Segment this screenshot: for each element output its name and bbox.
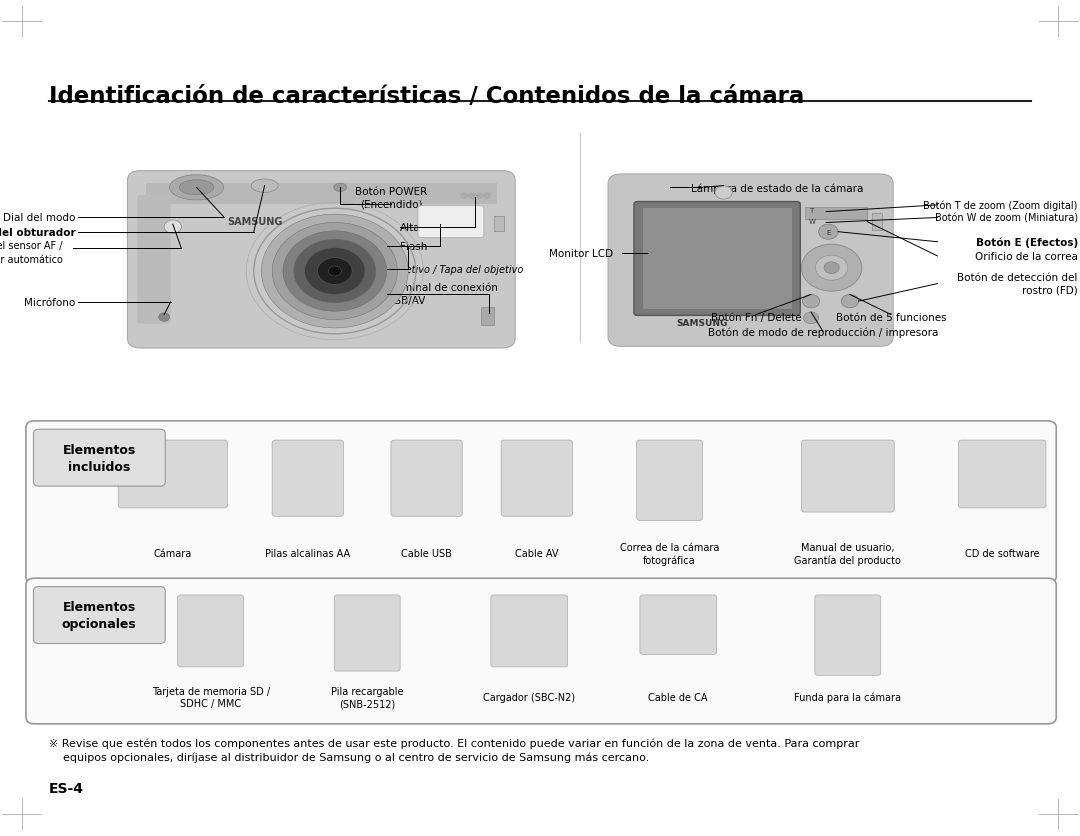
Text: Manual de usuario,
Garantía del producto: Manual de usuario, Garantía del producto xyxy=(795,542,901,565)
Text: Pilas alcalinas AA: Pilas alcalinas AA xyxy=(266,548,350,558)
Text: Orificio de la correa: Orificio de la correa xyxy=(975,252,1078,262)
Text: Botón de detección del
rostro (FD): Botón de detección del rostro (FD) xyxy=(958,273,1078,295)
Text: Micrófono: Micrófono xyxy=(25,298,76,308)
FancyBboxPatch shape xyxy=(33,430,165,487)
FancyBboxPatch shape xyxy=(26,579,1056,724)
Text: Lámpara de estado de la cámara: Lámpara de estado de la cámara xyxy=(691,183,864,193)
Text: Botón de 5 funciones: Botón de 5 funciones xyxy=(836,313,946,323)
Circle shape xyxy=(283,232,387,312)
Bar xyxy=(872,214,882,231)
FancyBboxPatch shape xyxy=(127,171,515,349)
Text: ES-4: ES-4 xyxy=(49,782,83,795)
FancyBboxPatch shape xyxy=(272,441,343,517)
Text: Botón del obturador: Botón del obturador xyxy=(0,227,76,237)
Text: Cámara: Cámara xyxy=(153,548,192,558)
Circle shape xyxy=(328,267,341,277)
Text: Funda para la cámara: Funda para la cámara xyxy=(794,692,902,702)
FancyBboxPatch shape xyxy=(177,595,244,667)
Text: Botón de modo de reproducción / impresora: Botón de modo de reproducción / impresor… xyxy=(707,327,939,337)
Text: CD de software: CD de software xyxy=(964,548,1040,558)
FancyBboxPatch shape xyxy=(137,196,171,324)
Text: Dial del modo: Dial del modo xyxy=(3,212,76,222)
Text: W: W xyxy=(809,219,815,225)
Text: E: E xyxy=(826,229,831,236)
Text: Terminal de conexión
USB/AV: Terminal de conexión USB/AV xyxy=(387,283,498,305)
FancyBboxPatch shape xyxy=(119,441,228,508)
Bar xyxy=(805,207,867,220)
FancyBboxPatch shape xyxy=(801,441,894,512)
Text: Botón T de zoom (Zoom digital): Botón T de zoom (Zoom digital) xyxy=(923,201,1078,211)
Text: Cargador (SBC-N2): Cargador (SBC-N2) xyxy=(483,692,576,702)
Text: Botón W de zoom (Miniatura): Botón W de zoom (Miniatura) xyxy=(934,213,1078,223)
Circle shape xyxy=(461,194,468,199)
FancyBboxPatch shape xyxy=(637,441,703,521)
Circle shape xyxy=(272,223,397,320)
Ellipse shape xyxy=(170,176,224,201)
Text: Pila recargable
(SNB-2512): Pila recargable (SNB-2512) xyxy=(330,686,404,708)
Text: SAMSUNG: SAMSUNG xyxy=(676,319,728,328)
FancyBboxPatch shape xyxy=(335,595,400,671)
Circle shape xyxy=(164,221,181,234)
Circle shape xyxy=(824,263,839,274)
FancyBboxPatch shape xyxy=(490,595,568,667)
Circle shape xyxy=(802,295,820,308)
Text: Botón E (Efectos): Botón E (Efectos) xyxy=(975,237,1078,247)
Ellipse shape xyxy=(252,180,279,193)
Bar xyxy=(146,184,497,205)
FancyBboxPatch shape xyxy=(815,595,881,675)
FancyBboxPatch shape xyxy=(418,206,484,238)
Bar xyxy=(643,209,792,309)
FancyBboxPatch shape xyxy=(959,441,1045,508)
Text: Botón POWER
(Encendido): Botón POWER (Encendido) xyxy=(355,187,427,209)
Text: Altavoz: Altavoz xyxy=(400,222,438,232)
Text: Botón Fn / Delete: Botón Fn / Delete xyxy=(711,313,801,323)
Text: Cable AV: Cable AV xyxy=(515,548,558,558)
Text: SAMSUNG: SAMSUNG xyxy=(227,217,282,227)
Text: Elementos
opcionales: Elementos opcionales xyxy=(62,600,137,630)
Text: Correa de la cámara
fotográfica: Correa de la cámara fotográfica xyxy=(620,542,719,565)
Text: Tarjeta de memoria SD /
SDHC / MMC: Tarjeta de memoria SD / SDHC / MMC xyxy=(151,686,270,708)
FancyBboxPatch shape xyxy=(391,441,462,517)
Ellipse shape xyxy=(334,184,347,192)
Text: Cable de CA: Cable de CA xyxy=(648,692,708,702)
Text: ※ Revise que estén todos los componentes antes de usar este producto. El conteni: ※ Revise que estén todos los componentes… xyxy=(49,737,859,762)
Text: Objetivo / Tapa del objetivo: Objetivo / Tapa del objetivo xyxy=(389,264,523,274)
Circle shape xyxy=(819,225,838,240)
Ellipse shape xyxy=(179,181,214,196)
Bar xyxy=(481,308,494,326)
Text: Identificación de características / Contenidos de la cámara: Identificación de características / Cont… xyxy=(49,85,804,108)
Text: Lámpara del sensor AF /
 disparador automático: Lámpara del sensor AF / disparador autom… xyxy=(0,241,63,264)
Circle shape xyxy=(801,245,862,292)
Circle shape xyxy=(159,314,170,322)
Circle shape xyxy=(484,194,490,199)
FancyBboxPatch shape xyxy=(634,202,800,316)
Text: Elementos
incluidos: Elementos incluidos xyxy=(63,443,136,473)
Circle shape xyxy=(815,256,848,281)
Circle shape xyxy=(261,215,408,329)
Circle shape xyxy=(715,186,732,200)
Circle shape xyxy=(305,248,365,295)
FancyBboxPatch shape xyxy=(639,595,717,655)
Text: T: T xyxy=(809,208,813,214)
Circle shape xyxy=(294,240,376,303)
Circle shape xyxy=(476,194,483,199)
Text: Cable USB: Cable USB xyxy=(401,548,453,558)
Circle shape xyxy=(841,295,859,308)
FancyBboxPatch shape xyxy=(26,421,1056,584)
Text: Flash: Flash xyxy=(400,242,427,252)
Text: Monitor LCD: Monitor LCD xyxy=(550,248,613,258)
FancyBboxPatch shape xyxy=(33,587,165,644)
Bar xyxy=(494,217,504,232)
Circle shape xyxy=(469,194,475,199)
FancyBboxPatch shape xyxy=(608,175,893,347)
Circle shape xyxy=(318,258,352,285)
Circle shape xyxy=(804,313,819,324)
FancyBboxPatch shape xyxy=(501,441,572,517)
